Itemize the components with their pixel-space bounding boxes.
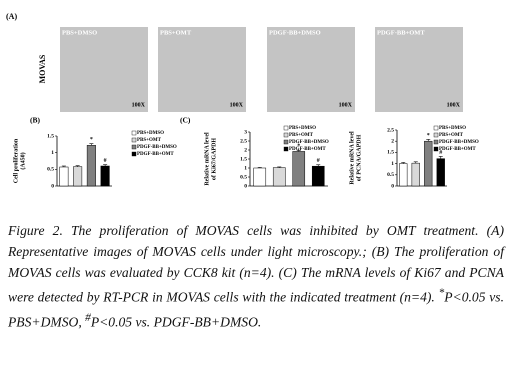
legend-label: PDGF-BB+OMT xyxy=(137,152,174,157)
micrograph-texture xyxy=(267,27,355,112)
bar xyxy=(399,163,408,187)
legend-label: PDGF-BB+OMT xyxy=(439,147,476,152)
significance-marker: * xyxy=(427,133,430,139)
y-tick-label: 0 xyxy=(244,183,247,189)
legend-swatch xyxy=(433,146,439,152)
panel-label: (C) xyxy=(180,116,191,125)
image-title: PDGF-BB+DMSO xyxy=(269,29,321,36)
y-tick-label: 1.5 xyxy=(47,133,54,139)
bar xyxy=(73,166,83,187)
y-axis-label: of PCNA/GAPDH xyxy=(356,134,362,181)
caption-text: The proliferation of MOVAS cells was inh… xyxy=(8,223,504,305)
y-axis-label: Relative mRNA level xyxy=(349,131,355,185)
legend-label: PBS+DMSO xyxy=(289,126,316,131)
image-title: PBS+DMSO xyxy=(62,29,97,36)
legend-label: PBS+OMT xyxy=(289,133,314,138)
bar xyxy=(253,167,267,187)
caption-text: P<0.05 vs. PDGF-BB+DMSO. xyxy=(90,314,262,330)
caption: Figure 2. The proliferation of MOVAS cel… xyxy=(8,220,504,332)
legend-swatch xyxy=(283,139,289,145)
y-tick-label: 0.5 xyxy=(47,167,54,173)
magnification: 100X xyxy=(339,102,353,108)
caption-text: P<0.05 vs. PBS+DMSO, xyxy=(8,289,504,330)
y-tick-label: 1.5 xyxy=(387,150,394,156)
y-tick-label: 0 xyxy=(391,183,394,189)
panel-label: (A) xyxy=(6,12,17,21)
micrograph-texture xyxy=(60,27,148,112)
legend-swatch xyxy=(433,139,439,145)
legend-swatch xyxy=(131,151,137,157)
significance-marker: # xyxy=(317,158,320,164)
legend-swatch xyxy=(131,144,137,150)
legend-label: PDGF-BB+OMT xyxy=(289,147,326,152)
caption-label: Figure 2. xyxy=(8,223,63,238)
legend-label: PBS+OMT xyxy=(439,133,464,138)
bar xyxy=(311,165,325,187)
bar xyxy=(411,162,420,187)
significance-marker: # xyxy=(104,158,107,164)
magnification: 100X xyxy=(230,102,244,108)
legend-label: PBS+OMT xyxy=(137,138,162,143)
caption-sup: * xyxy=(438,287,445,299)
bar xyxy=(272,167,286,187)
legend-swatch xyxy=(131,137,137,143)
y-tick-label: 1 xyxy=(391,161,394,167)
y-tick-label: 0 xyxy=(51,183,54,189)
legend-swatch xyxy=(433,132,439,138)
legend-swatch xyxy=(283,125,289,131)
y-axis-label: of Ki67/GAPDH xyxy=(211,138,217,180)
significance-marker: # xyxy=(439,150,442,156)
y-tick-label: 2.5 xyxy=(240,138,247,144)
y-axis-label: Relative mRNA level xyxy=(204,132,210,186)
y-tick-label: 3 xyxy=(244,129,247,135)
figure: (A) MOVAS (B) (C) PBS+DMSO100XPBS+OMT100… xyxy=(6,12,479,189)
y-tick-label: 2.5 xyxy=(387,127,394,133)
legend-label: PDGF-BB+DMSO xyxy=(137,145,177,150)
micrograph-texture xyxy=(158,27,246,112)
bar xyxy=(86,145,96,187)
image-title: PDGF-BB+OMT xyxy=(377,29,425,36)
panel-label: (B) xyxy=(30,116,41,125)
y-tick-label: 1 xyxy=(51,150,54,156)
significance-marker: * xyxy=(297,144,300,150)
y-tick-label: 0.5 xyxy=(240,174,247,180)
magnification: 100X xyxy=(447,102,461,108)
significance-marker: * xyxy=(90,137,93,143)
legend-swatch xyxy=(131,130,137,136)
caption-sup: # xyxy=(85,311,91,324)
bar xyxy=(59,166,69,187)
magnification: 100X xyxy=(132,102,146,108)
y-tick-label: 2 xyxy=(244,147,247,153)
bar xyxy=(424,140,433,187)
legend-label: PBS+DMSO xyxy=(439,126,466,131)
legend-swatch xyxy=(283,146,289,152)
row-label: MOVAS xyxy=(38,54,47,83)
legend-label: PBS+DMSO xyxy=(137,131,164,136)
legend-label: PDGF-BB+DMSO xyxy=(439,140,479,145)
y-tick-label: 1.5 xyxy=(240,156,247,162)
legend-swatch xyxy=(283,132,289,138)
y-tick-label: 2 xyxy=(391,138,394,144)
y-axis-label: Cell proliferation xyxy=(13,138,19,183)
image-title: PBS+OMT xyxy=(160,29,192,36)
bar xyxy=(292,151,306,187)
y-axis-label: (A450) xyxy=(19,152,26,169)
y-tick-label: 1 xyxy=(244,165,247,171)
legend-swatch xyxy=(433,125,439,131)
y-tick-label: 0.5 xyxy=(387,172,394,178)
bar xyxy=(436,158,445,187)
legend-label: PDGF-BB+DMSO xyxy=(289,140,329,145)
micrograph-texture xyxy=(375,27,463,112)
bar xyxy=(100,165,110,187)
